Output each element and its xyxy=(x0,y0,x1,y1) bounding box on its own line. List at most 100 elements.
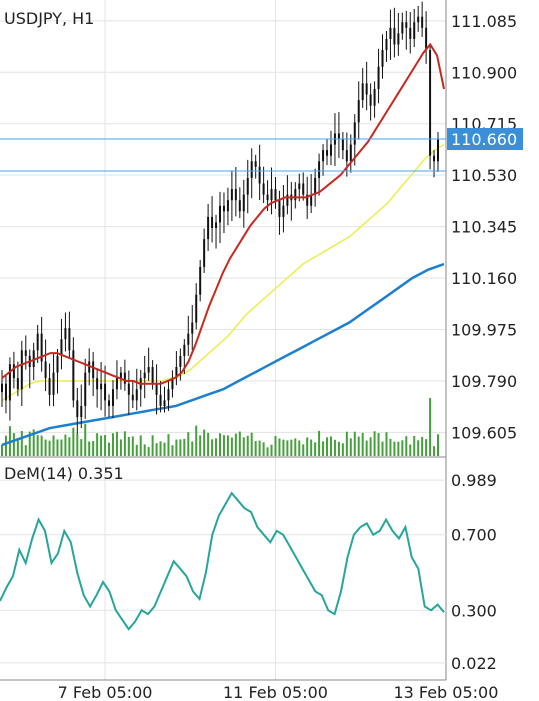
volume-bar xyxy=(282,439,285,456)
volume-bar xyxy=(215,438,218,456)
volume-bar xyxy=(111,433,114,456)
candle-body xyxy=(44,361,47,379)
volume-bar xyxy=(219,433,221,456)
volume-bar xyxy=(290,439,293,456)
volume-bar xyxy=(405,436,408,456)
candle-body xyxy=(151,367,154,384)
candle-body xyxy=(357,100,360,123)
candle-body xyxy=(215,222,218,228)
candle-body xyxy=(143,372,146,379)
candle-body xyxy=(250,161,253,178)
volume-bar xyxy=(44,439,47,456)
volume-bar xyxy=(52,435,55,456)
candle-body xyxy=(429,50,432,156)
candle-body xyxy=(84,372,87,406)
candle-body xyxy=(219,205,221,223)
volume-bar xyxy=(175,439,178,456)
volume-bar xyxy=(278,438,281,456)
volume-bar xyxy=(329,436,332,456)
candle-body xyxy=(20,350,23,390)
candle-body xyxy=(60,339,63,356)
volume-bars xyxy=(1,397,439,456)
ma20-line xyxy=(1,42,445,385)
dem-line xyxy=(0,491,445,631)
volume-bar xyxy=(72,427,75,456)
candle-body xyxy=(171,378,174,390)
candle-body xyxy=(207,216,210,240)
volume-bar xyxy=(314,442,317,456)
volume-bar xyxy=(123,431,126,456)
candle-body xyxy=(385,38,388,51)
volume-bar xyxy=(64,434,67,456)
volume-bar xyxy=(413,436,416,456)
indicator-tick-label: 0.022 xyxy=(451,654,497,673)
volume-bar xyxy=(365,440,368,456)
ma50-line xyxy=(1,143,445,402)
candle-body xyxy=(100,383,103,390)
candle-body xyxy=(12,364,15,379)
volume-bar xyxy=(191,441,194,456)
volume-bar xyxy=(12,433,15,456)
candle-body xyxy=(314,177,317,195)
volume-bar xyxy=(361,432,364,456)
volume-bar xyxy=(207,432,210,456)
volume-bar xyxy=(183,438,186,456)
volume-bar xyxy=(389,438,392,456)
volume-bar xyxy=(36,435,39,456)
volume-bar xyxy=(294,438,297,456)
candle-body xyxy=(52,372,55,395)
volume-bar xyxy=(76,433,79,456)
candle-body xyxy=(397,33,400,45)
volume-bar xyxy=(147,447,150,456)
price-tick-label: 111.085 xyxy=(451,12,517,31)
volume-bar xyxy=(96,433,99,456)
candle-body xyxy=(195,294,198,323)
candle-body xyxy=(393,27,396,45)
ma200-line xyxy=(1,262,445,447)
volume-bar xyxy=(80,439,83,456)
candle-body xyxy=(32,350,35,368)
volume-bar xyxy=(274,435,277,456)
volume-bar xyxy=(242,437,245,456)
volume-bar xyxy=(393,441,396,456)
candle-body xyxy=(417,16,420,23)
volume-bar xyxy=(429,397,432,456)
volume-bar xyxy=(4,435,7,456)
candle-body xyxy=(341,139,344,151)
volume-bar xyxy=(195,425,198,456)
candle-body xyxy=(270,189,273,201)
candle-body xyxy=(24,350,27,356)
candle-body xyxy=(127,383,130,395)
candle-body xyxy=(405,22,408,28)
candle-body xyxy=(409,27,412,39)
price-tick-label: 109.605 xyxy=(451,423,517,442)
candle-body xyxy=(373,88,376,106)
candle-body xyxy=(96,378,99,390)
volume-bar xyxy=(68,437,71,456)
candle-body xyxy=(365,83,368,95)
volume-bar xyxy=(32,429,35,456)
volume-bar xyxy=(230,437,233,456)
volume-bar xyxy=(345,431,348,456)
volume-bar xyxy=(254,441,257,456)
volume-bar xyxy=(401,440,404,456)
candle-body xyxy=(191,322,194,334)
candle-body xyxy=(310,194,313,206)
candle-body xyxy=(337,133,340,140)
candle-body xyxy=(234,189,237,201)
volume-bar xyxy=(417,440,420,456)
candle-body xyxy=(298,183,301,190)
candle-body xyxy=(88,361,91,373)
candle-body xyxy=(437,139,439,162)
candle-body xyxy=(8,364,11,401)
candle-body xyxy=(349,144,352,162)
price-tick-label: 110.345 xyxy=(451,218,517,237)
candle-body xyxy=(274,189,277,201)
candle-body xyxy=(302,183,305,195)
candles xyxy=(1,1,439,434)
candle-body xyxy=(16,378,19,390)
volume-bar xyxy=(433,446,436,456)
volume-bar xyxy=(270,444,273,456)
price-tick-label: 110.900 xyxy=(451,63,517,82)
